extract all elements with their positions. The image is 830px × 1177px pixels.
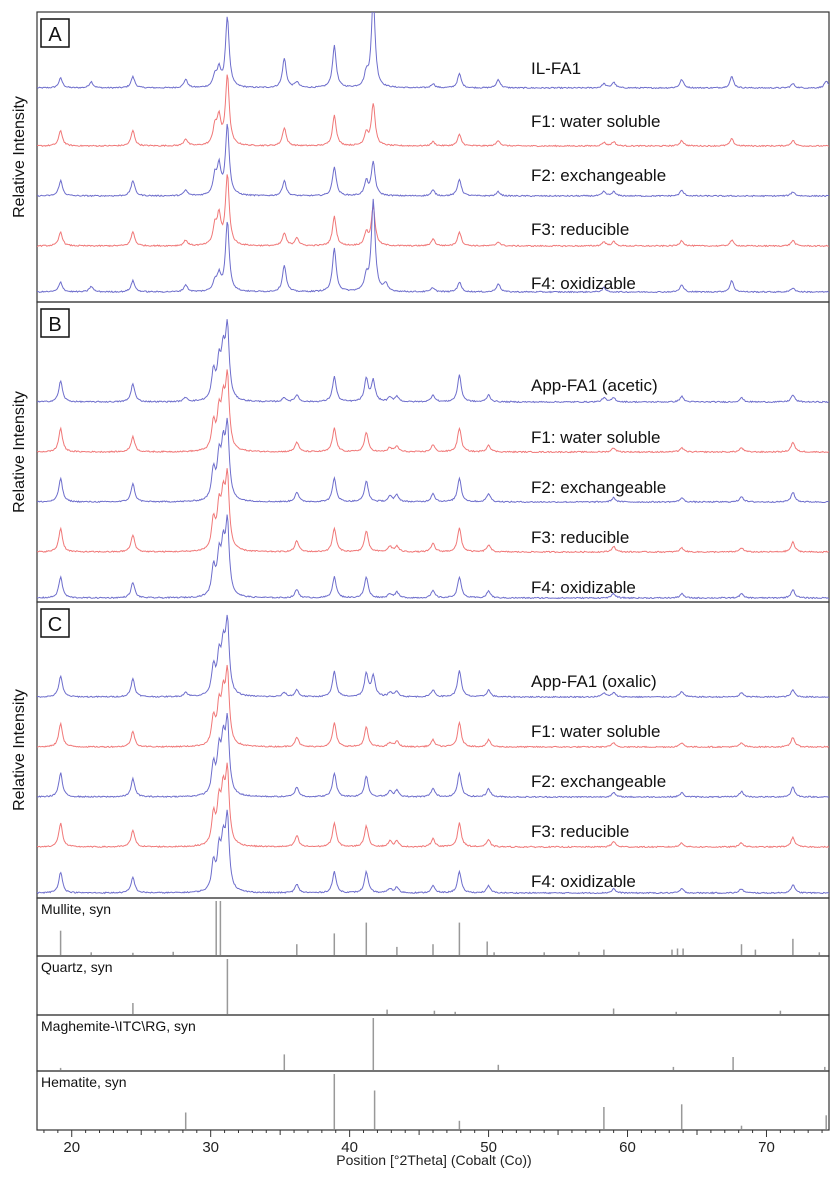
panel-frame xyxy=(36,11,830,303)
panel-letter: A xyxy=(48,24,62,46)
panel-letter-box xyxy=(40,18,70,48)
panel-letter-box xyxy=(40,608,70,638)
series-label-f3-reducible: F3: reducible xyxy=(531,220,629,239)
series-line-app-fa1-acetic xyxy=(37,319,829,404)
x-tick-label: 20 xyxy=(63,1139,80,1156)
series-line-f2-exchangeable xyxy=(37,712,829,799)
series-line-f4-oxidizable xyxy=(37,514,829,600)
series-line-f1-water-soluble xyxy=(37,664,829,749)
series-label-f3-reducible: F3: reducible xyxy=(531,528,629,547)
series-label-f4-oxidizable: F4: oxidizable xyxy=(531,872,636,891)
x-axis-label: Position [°2Theta] (Cobalt (Co)) xyxy=(336,1152,531,1168)
series-line-f3-reducible xyxy=(37,174,829,248)
panel-frame xyxy=(36,601,830,899)
series-label-f3-reducible: F3: reducible xyxy=(531,822,629,841)
x-tick-label: 30 xyxy=(202,1139,219,1156)
panel-a: A Relative Intensity IL-FA1 F1: water solub… xyxy=(11,11,830,303)
series-line-f4-oxidizable xyxy=(37,198,829,294)
series-line-f4-oxidizable xyxy=(37,809,829,895)
x-axis: 20 30 40 50 60 70 xyxy=(43,1130,823,1156)
reference-mullite-syn: Mullite, syn xyxy=(36,897,830,957)
reference-maghemite-itc-rg-syn: Maghemite-\ITC\RG, syn xyxy=(36,1014,830,1072)
y-axis-label: Relative Intensity xyxy=(11,96,28,218)
series-label-f1-water-soluble: F1: water soluble xyxy=(531,112,660,131)
series-label-f2-exchangeable: F2: exchangeable xyxy=(531,772,666,791)
y-axis-label: Relative Intensity xyxy=(11,689,28,811)
x-tick-label: 70 xyxy=(758,1139,775,1156)
panel-letter-box xyxy=(40,308,70,338)
series-label-app-fa1-oxalic: App-FA1 (oxalic) xyxy=(531,672,657,691)
series-line-app-fa1-oxalic xyxy=(37,614,829,699)
series-label-il-fa1: IL-FA1 xyxy=(531,59,581,78)
series-label-f2-exchangeable: F2: exchangeable xyxy=(531,166,666,185)
reference-label: Maghemite-\ITC\RG, syn xyxy=(41,1018,196,1034)
series-line-f3-reducible xyxy=(37,762,829,849)
reference-patterns-layer: Mullite, syn Quartz, syn Maghemite-\ITC\RG… xyxy=(36,897,830,1131)
panel-letter: B xyxy=(48,314,61,336)
reference-frame xyxy=(36,955,830,1016)
reference-label: Hematite, syn xyxy=(41,1074,127,1090)
x-tick-label: 40 xyxy=(341,1139,358,1156)
x-tick-label: 50 xyxy=(480,1139,497,1156)
series-line-f2-exchangeable xyxy=(37,123,829,198)
panel-b: B Relative Intensity App-FA1 (acetic) F1: w… xyxy=(11,301,830,603)
series-label-app-fa1-acetic: App-FA1 (acetic) xyxy=(531,376,658,395)
panel-letter: C xyxy=(48,614,62,636)
series-line-f3-reducible xyxy=(37,468,829,554)
series-label-f4-oxidizable: F4: oxidizable xyxy=(531,274,636,293)
series-label-f2-exchangeable: F2: exchangeable xyxy=(531,478,666,497)
series-label-f1-water-soluble: F1: water soluble xyxy=(531,428,660,447)
x-tick-label: 60 xyxy=(619,1139,636,1156)
series-line-il-fa1 xyxy=(37,12,829,90)
panels-layer: A Relative Intensity IL-FA1 F1: water solub… xyxy=(11,11,830,899)
series-line-f1-water-soluble xyxy=(37,369,829,454)
reference-quartz-syn: Quartz, syn xyxy=(36,955,830,1016)
series-line-f1-water-soluble xyxy=(37,74,829,148)
reference-frame xyxy=(36,1070,830,1131)
reference-hematite-syn: Hematite, syn xyxy=(36,1070,830,1131)
reference-label: Mullite, syn xyxy=(41,901,111,917)
reference-label: Quartz, syn xyxy=(41,959,113,975)
series-label-f4-oxidizable: F4: oxidizable xyxy=(531,578,636,597)
panel-c: C Relative Intensity App-FA1 (oxalic) F1: w… xyxy=(11,601,830,899)
series-line-f2-exchangeable xyxy=(37,417,829,504)
y-axis-label: Relative Intensity xyxy=(11,391,28,513)
series-label-f1-water-soluble: F1: water soluble xyxy=(531,722,660,741)
